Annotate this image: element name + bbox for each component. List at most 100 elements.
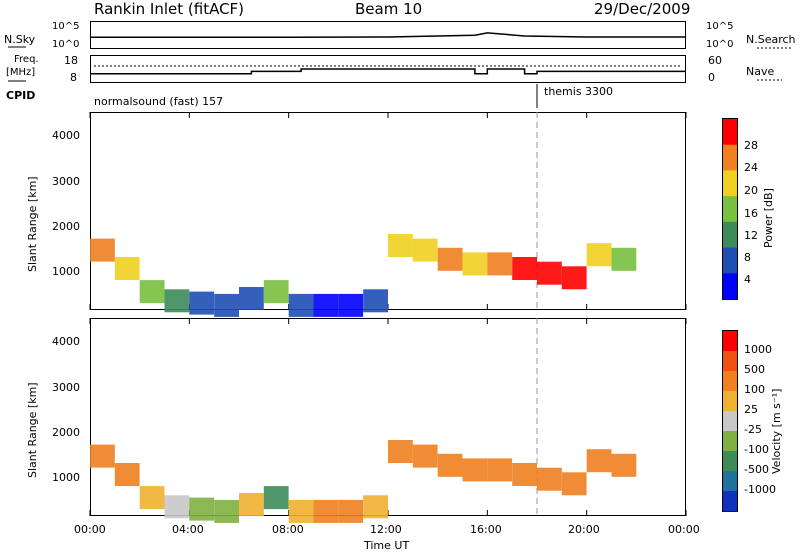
velocity-cell-11	[363, 495, 388, 519]
velocity-cell-21	[611, 453, 637, 477]
power-ytick-4000: 4000	[52, 129, 80, 142]
freq-label-line1: Freq.	[14, 54, 39, 65]
vel-cbar-swatch-5	[723, 431, 737, 452]
xtick-5: 20:00	[568, 523, 600, 536]
power-cell-15	[462, 252, 488, 276]
velocity-cell-0	[90, 444, 115, 468]
power-ytick-2000: 2000	[52, 220, 80, 233]
vel-cbar-tick-m100: -100	[744, 443, 769, 456]
power-cell-18	[537, 261, 562, 285]
vel-cbar-swatch-4	[723, 411, 737, 432]
velocity-ytick-3000: 3000	[52, 381, 80, 394]
xtick-4: 16:00	[470, 523, 502, 536]
vel-cbar-swatch-8	[723, 491, 737, 512]
cpid-mode-2: themis 3300	[544, 85, 614, 98]
velocity-cell-14	[437, 453, 463, 477]
power-cbar-swatch-2	[723, 170, 737, 197]
power-cbar-swatch-1	[723, 144, 737, 171]
velocity-cell-10	[338, 499, 364, 523]
power-cell-17	[512, 257, 537, 280]
power-cell-21	[611, 247, 637, 271]
site-title: Rankin Inlet (fitACF)	[94, 0, 245, 18]
nsky-tick-high: 10^5	[52, 21, 80, 32]
velocity-cell-1	[114, 463, 140, 486]
power-cbar-swatch-0	[723, 119, 737, 146]
velocity-ytick-2000: 2000	[52, 426, 80, 439]
power-cbar-swatch-6	[723, 273, 737, 300]
vel-cbar-swatch-7	[723, 471, 737, 492]
xtick-1: 04:00	[172, 523, 204, 536]
freq-tick-low: 8	[70, 71, 77, 84]
power-cell-12	[388, 234, 413, 257]
nave-tick-high: 60	[708, 54, 722, 67]
velocity-cell-12	[388, 440, 413, 463]
vel-cbar-swatch-6	[723, 451, 737, 472]
vel-cbar-swatch-1	[723, 351, 737, 372]
power-cbar-tick-12: 12	[744, 229, 758, 242]
power-cbar-tick-4: 4	[744, 273, 751, 286]
nsky-label: N.Sky	[4, 33, 36, 46]
power-cell-20	[586, 243, 612, 267]
velocity-cell-15	[462, 458, 488, 482]
freq-label-line2: [MHz]	[6, 67, 36, 78]
power-cell-2	[139, 280, 165, 304]
vel-cbar-tick-m25: -25	[744, 423, 762, 436]
velocity-cell-8	[288, 499, 314, 523]
power-cell-14	[437, 247, 463, 271]
velocity-cell-17	[512, 463, 537, 486]
power-cell-1	[114, 257, 140, 280]
power-cell-6	[239, 287, 264, 310]
velocity-cell-16	[487, 458, 513, 482]
nsky-tick-low: 10^0	[52, 39, 80, 50]
power-cbar-swatch-5	[723, 247, 737, 274]
vel-cbar-tick-100: 100	[744, 383, 765, 396]
velocity-cell-7	[263, 486, 289, 510]
nave-tick-low: 0	[708, 71, 715, 84]
power-cell-9	[313, 293, 339, 317]
nsearch-tick-high: 10^5	[706, 21, 734, 32]
power-cell-16	[487, 252, 513, 276]
power-cell-19	[561, 266, 587, 290]
velocity-ytick-1000: 1000	[52, 471, 80, 484]
power-cbar-swatch-3	[723, 196, 737, 223]
velocity-cell-20	[586, 449, 612, 473]
power-cell-0	[90, 238, 115, 262]
nsearch-label: N.Search	[746, 33, 796, 46]
power-cell-4	[189, 291, 215, 315]
velocity-cell-9	[313, 499, 339, 523]
beam-title: Beam 10	[355, 0, 423, 18]
power-cell-11	[363, 289, 388, 313]
power-cbar-tick-20: 20	[744, 184, 758, 197]
xtick-3: 12:00	[370, 523, 402, 536]
power-cell-13	[412, 238, 438, 262]
power-cbar-tick-28: 28	[744, 139, 758, 152]
vel-cbar-swatch-0	[723, 331, 737, 352]
cpid-label: CPID	[6, 89, 36, 102]
freq-line	[90, 68, 686, 75]
velocity-cell-3	[164, 495, 190, 519]
velocity-cell-18	[537, 467, 562, 491]
vel-cbar-tick-m1000: -1000	[744, 483, 776, 496]
vel-cbar-tick-25: 25	[744, 403, 758, 416]
xtick-0: 00:00	[74, 523, 106, 536]
xtick-2: 08:00	[272, 523, 304, 536]
power-cell-8	[288, 293, 314, 317]
power-cell-3	[164, 289, 190, 313]
vel-cbar-tick-m500: -500	[744, 463, 769, 476]
power-cbar-tick-24: 24	[744, 161, 758, 174]
vel-cbar-tick-1000: 1000	[744, 343, 772, 356]
power-cbar-tick-16: 16	[744, 207, 758, 220]
power-cbar-tick-8: 8	[744, 251, 751, 264]
velocity-cell-19	[561, 472, 587, 496]
nsearch-tick-low: 10^0	[706, 39, 734, 50]
power-cell-5	[214, 293, 239, 317]
power-cell-10	[338, 293, 364, 317]
nsky-panel	[90, 21, 686, 49]
vel-cbar-swatch-3	[723, 391, 737, 412]
velocity-ytick-4000: 4000	[52, 335, 80, 348]
xtick-6: 00:00	[668, 523, 700, 536]
vel-cbar-swatch-2	[723, 371, 737, 392]
freq-panel	[90, 55, 686, 83]
velocity-cell-5	[214, 499, 239, 523]
